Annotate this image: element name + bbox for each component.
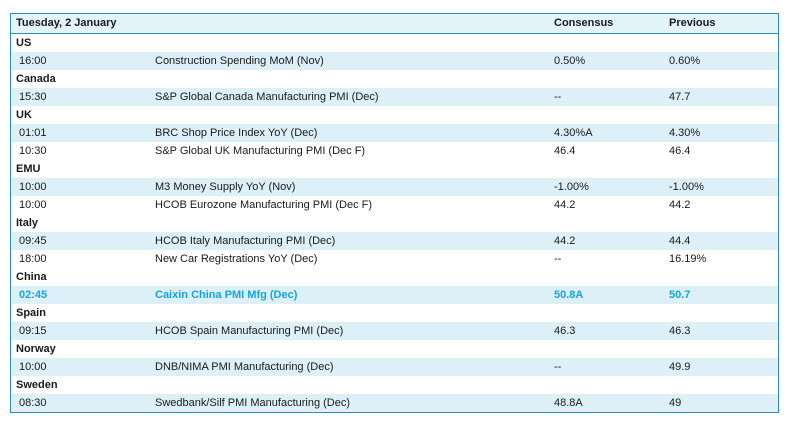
previous-value: 49.9 bbox=[669, 361, 691, 373]
previous-value: 49 bbox=[669, 397, 682, 409]
previous-value: 50.7 bbox=[669, 289, 691, 301]
table-header: Tuesday, 2 January Consensus Previous bbox=[11, 14, 778, 34]
previous-value: 47.7 bbox=[669, 91, 691, 103]
country-label: US bbox=[16, 37, 32, 49]
date-title: Tuesday, 2 January bbox=[16, 17, 117, 29]
event-time: 10:00 bbox=[19, 181, 47, 193]
country-row: EMU bbox=[11, 160, 778, 178]
consensus-value: 50.8A bbox=[554, 289, 584, 301]
consensus-value: -- bbox=[554, 91, 562, 103]
event-row: 01:01 BRC Shop Price Index YoY (Dec) 4.30%… bbox=[11, 124, 778, 142]
consensus-value: 46.3 bbox=[554, 325, 576, 337]
event-time: 15:30 bbox=[19, 91, 47, 103]
country-label: Canada bbox=[16, 73, 56, 85]
event-name: DNB/NIMA PMI Manufacturing (Dec) bbox=[155, 361, 334, 373]
country-label: China bbox=[16, 271, 47, 283]
country-row: Canada bbox=[11, 70, 778, 88]
event-time: 09:15 bbox=[19, 325, 47, 337]
event-row: 02:45 Caixin China PMI Mfg (Dec) 50.8A 50.7 bbox=[11, 286, 778, 304]
event-time: 16:00 bbox=[19, 55, 47, 67]
event-row: 09:15 HCOB Spain Manufacturing PMI (Dec) 4… bbox=[11, 322, 778, 340]
event-time: 10:00 bbox=[19, 199, 47, 211]
event-row: 16:00 Construction Spending MoM (Nov) 0.50… bbox=[11, 52, 778, 70]
country-label: Italy bbox=[16, 217, 39, 229]
consensus-value: 46.4 bbox=[554, 145, 576, 157]
previous-value: 46.4 bbox=[669, 145, 691, 157]
consensus-header: Consensus bbox=[554, 17, 614, 29]
event-name: Construction Spending MoM (Nov) bbox=[155, 55, 324, 67]
event-name: HCOB Spain Manufacturing PMI (Dec) bbox=[155, 325, 344, 337]
country-label: Sweden bbox=[16, 379, 58, 391]
event-time: 18:00 bbox=[19, 253, 47, 265]
consensus-value: -1.00% bbox=[554, 181, 589, 193]
event-name: BRC Shop Price Index YoY (Dec) bbox=[155, 127, 318, 139]
previous-header: Previous bbox=[669, 17, 716, 29]
previous-value: 44.2 bbox=[669, 199, 691, 211]
table-body: US 16:00 Construction Spending MoM (Nov) 0.… bbox=[11, 34, 778, 412]
event-row: 15:30 S&P Global Canada Manufacturing PMI… bbox=[11, 88, 778, 106]
consensus-value: 44.2 bbox=[554, 235, 576, 247]
previous-value: 0.60% bbox=[669, 55, 701, 67]
consensus-value: 0.50% bbox=[554, 55, 586, 67]
event-name: Caixin China PMI Mfg (Dec) bbox=[155, 289, 298, 301]
country-row: US bbox=[11, 34, 778, 52]
event-name: HCOB Eurozone Manufacturing PMI (Dec F) bbox=[155, 199, 373, 211]
economic-calendar-table: Tuesday, 2 January Consensus Previous US… bbox=[10, 13, 779, 413]
previous-value: 4.30% bbox=[669, 127, 701, 139]
event-time: 09:45 bbox=[19, 235, 47, 247]
country-label: Norway bbox=[16, 343, 56, 355]
event-name: M3 Money Supply YoY (Nov) bbox=[155, 181, 296, 193]
previous-value: 44.4 bbox=[669, 235, 691, 247]
country-row: Sweden bbox=[11, 376, 778, 394]
event-time: 10:30 bbox=[19, 145, 47, 157]
consensus-value: 44.2 bbox=[554, 199, 576, 211]
event-name: HCOB Italy Manufacturing PMI (Dec) bbox=[155, 235, 336, 247]
event-name: New Car Registrations YoY (Dec) bbox=[155, 253, 318, 265]
event-row: 10:00 DNB/NIMA PMI Manufacturing (Dec) -- 4… bbox=[11, 358, 778, 376]
event-time: 02:45 bbox=[19, 289, 48, 301]
event-time: 01:01 bbox=[19, 127, 47, 139]
country-row: Spain bbox=[11, 304, 778, 322]
country-row: Italy bbox=[11, 214, 778, 232]
event-name: S&P Global UK Manufacturing PMI (Dec F) bbox=[155, 145, 366, 157]
consensus-value: -- bbox=[554, 361, 562, 373]
previous-value: -1.00% bbox=[669, 181, 704, 193]
event-row: 10:00 HCOB Eurozone Manufacturing PMI (De… bbox=[11, 196, 778, 214]
event-row: 10:30 S&P Global UK Manufacturing PMI (De… bbox=[11, 142, 778, 160]
country-label: EMU bbox=[16, 163, 41, 175]
consensus-value: 48.8A bbox=[554, 397, 583, 409]
previous-value: 16.19% bbox=[669, 253, 707, 265]
country-row: China bbox=[11, 268, 778, 286]
country-label: UK bbox=[16, 109, 32, 121]
country-label: Spain bbox=[16, 307, 46, 319]
event-row: 08:30 Swedbank/Silf PMI Manufacturing (De… bbox=[11, 394, 778, 412]
event-row: 09:45 HCOB Italy Manufacturing PMI (Dec) 4… bbox=[11, 232, 778, 250]
consensus-value: -- bbox=[554, 253, 562, 265]
event-name: S&P Global Canada Manufacturing PMI (Dec… bbox=[155, 91, 379, 103]
country-row: Norway bbox=[11, 340, 778, 358]
event-name: Swedbank/Silf PMI Manufacturing (Dec) bbox=[155, 397, 351, 409]
event-row: 18:00 New Car Registrations YoY (Dec) -- 16… bbox=[11, 250, 778, 268]
previous-value: 46.3 bbox=[669, 325, 691, 337]
event-time: 08:30 bbox=[19, 397, 47, 409]
event-time: 10:00 bbox=[19, 361, 47, 373]
consensus-value: 4.30%A bbox=[554, 127, 593, 139]
country-row: UK bbox=[11, 106, 778, 124]
event-row: 10:00 M3 Money Supply YoY (Nov) -1.00% -1.0… bbox=[11, 178, 778, 196]
